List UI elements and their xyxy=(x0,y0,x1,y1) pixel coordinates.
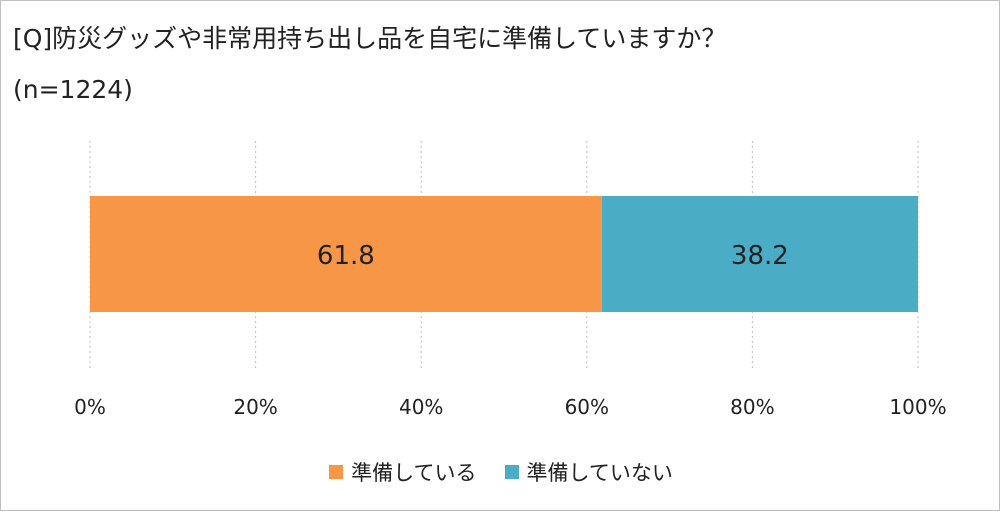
legend-label-prepared: 準備している xyxy=(351,461,477,485)
legend-label-not-prepared: 準備していない xyxy=(526,461,673,485)
chart-title: [Q]防災グッズや非常用持ち出し品を自宅に準備していますか？ xyxy=(13,24,727,53)
x-tick-label: 20% xyxy=(233,395,277,419)
legend-item-not-prepared: 準備していない xyxy=(504,457,673,487)
legend-item-prepared: 準備している xyxy=(329,457,477,487)
data-label-prepared: 61.8 xyxy=(317,241,375,271)
x-tick-label: 80% xyxy=(730,395,774,419)
x-tick-label: 0% xyxy=(74,395,106,419)
legend-swatch-prepared xyxy=(329,465,344,479)
legend: 準備している 準備していない xyxy=(1,454,1000,490)
x-tick-label: 60% xyxy=(565,395,609,419)
bar-segment-not-prepared xyxy=(601,196,918,312)
x-tick-label: 40% xyxy=(399,395,443,419)
x-tick-label: 100% xyxy=(889,395,946,419)
chart-subtitle: (n=1224) xyxy=(13,75,133,104)
legend-swatch-not-prepared xyxy=(504,465,519,479)
data-label-not-prepared: 38.2 xyxy=(731,241,789,271)
bar-segment-prepared xyxy=(90,196,602,312)
